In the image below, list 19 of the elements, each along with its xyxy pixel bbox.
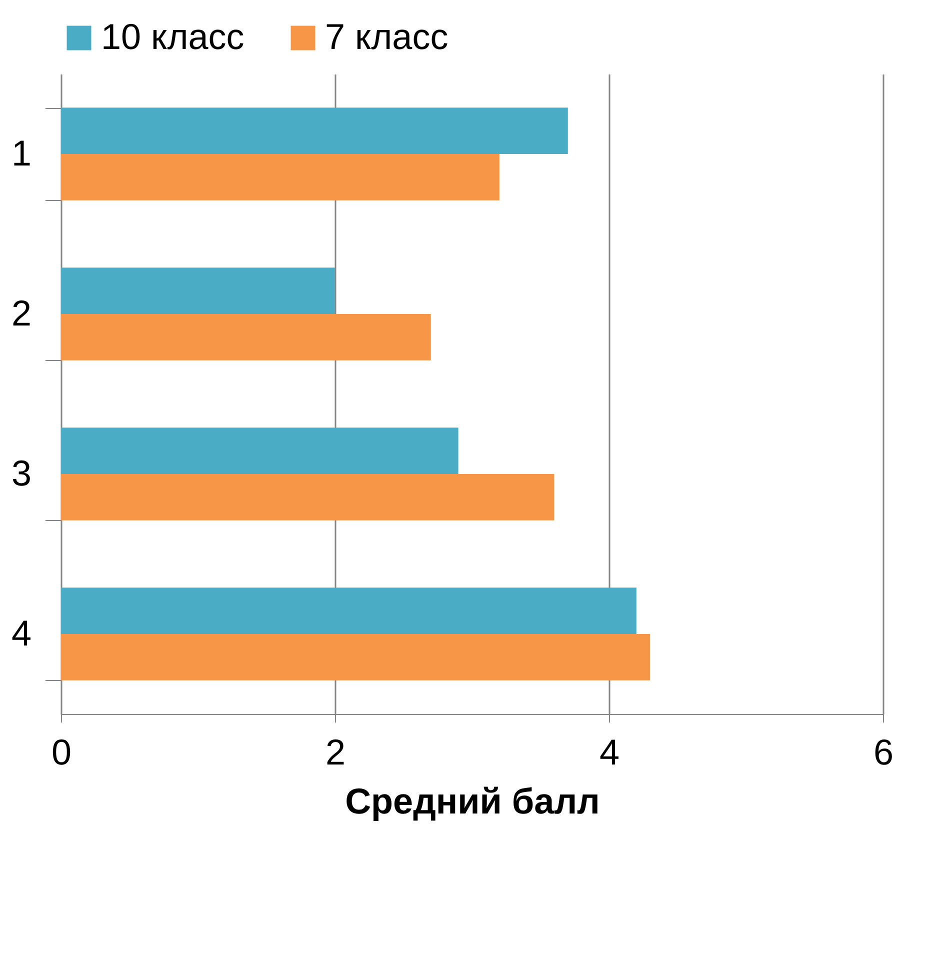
bar bbox=[61, 268, 335, 314]
y-tick-label: 4 bbox=[11, 612, 32, 654]
bar bbox=[61, 634, 650, 680]
x-tick-label: 4 bbox=[599, 732, 620, 772]
legend-label: 7 класс bbox=[325, 16, 448, 57]
y-tick-label: 3 bbox=[11, 452, 32, 494]
y-tick-label: 2 bbox=[11, 292, 32, 334]
bar bbox=[61, 154, 500, 200]
x-tick-label: 2 bbox=[325, 732, 346, 772]
x-tick-label: 6 bbox=[873, 732, 894, 772]
y-tick-label: 1 bbox=[11, 132, 32, 174]
x-tick-label: 0 bbox=[51, 732, 72, 772]
x-axis-title: Средний балл bbox=[345, 780, 600, 822]
bar bbox=[61, 108, 568, 154]
bar bbox=[61, 428, 458, 474]
legend-label: 10 класс bbox=[101, 16, 244, 57]
bar bbox=[61, 314, 431, 360]
bar bbox=[61, 474, 554, 520]
bar bbox=[61, 588, 636, 634]
